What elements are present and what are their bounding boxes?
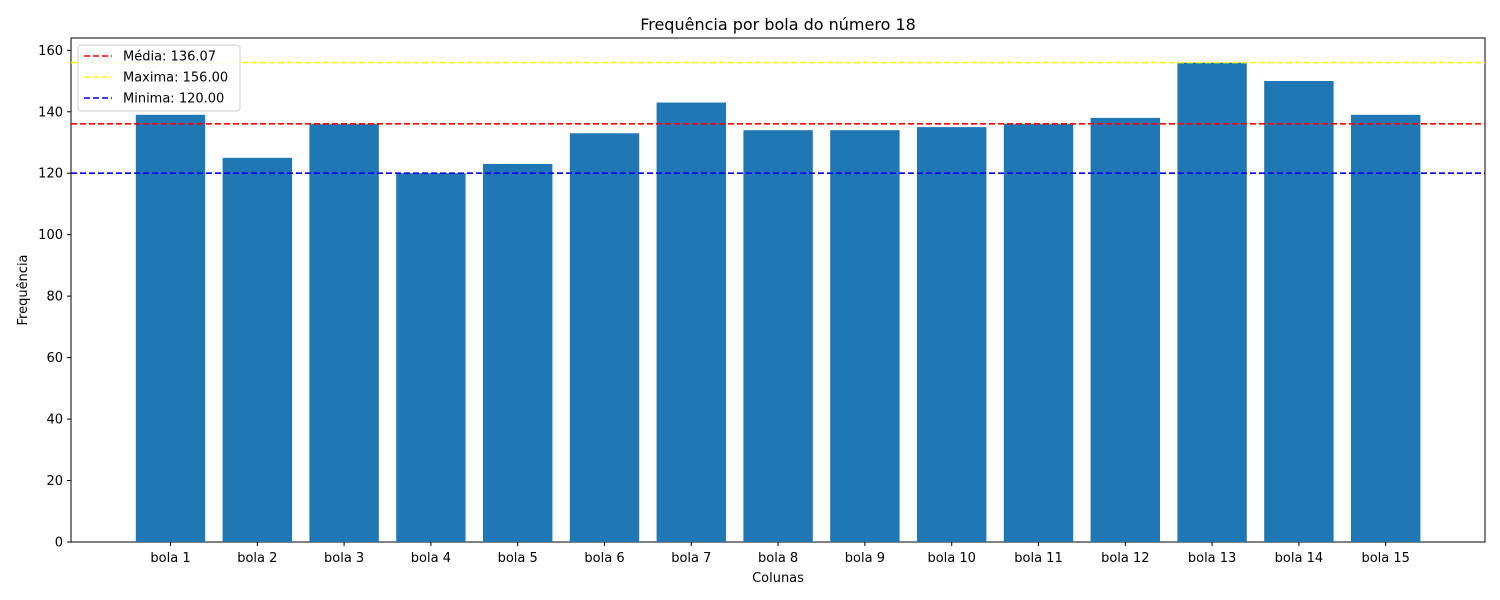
- y-axis-ticks: 0 20 40 60 80 100 120 140 160: [38, 44, 71, 551]
- x-axis-label: Colunas: [752, 571, 804, 586]
- bar-5: [483, 164, 553, 542]
- x-tick-label-7: bola 7: [671, 551, 711, 566]
- bar-13: [1177, 62, 1247, 543]
- bar-10: [917, 127, 987, 542]
- y-tick-label-6: 100: [38, 228, 63, 243]
- y-tick-label-8: 140: [38, 105, 63, 120]
- x-tick-label-5: bola 5: [498, 551, 538, 566]
- bars-group: [135, 62, 1421, 543]
- y-tick-label-5: 80: [46, 290, 63, 305]
- x-tick-label-14: bola 14: [1275, 551, 1323, 566]
- bar-3: [309, 124, 379, 543]
- y-tick-label-3: 40: [46, 413, 63, 428]
- x-tick-label-3: bola 3: [324, 551, 364, 566]
- legend-box: [77, 44, 241, 112]
- bar-4: [396, 173, 466, 542]
- x-tick-label-12: bola 12: [1101, 551, 1149, 566]
- y-axis-label: Frequência: [16, 254, 31, 325]
- legend-label-2: Maxima: 156.00: [123, 71, 228, 86]
- bar-11: [1003, 124, 1074, 543]
- x-tick-label-6: bola 6: [584, 551, 624, 566]
- x-tick-label-4: bola 4: [411, 551, 451, 566]
- y-tick-label-1: 0: [55, 536, 63, 551]
- x-tick-label-11: bola 11: [1014, 551, 1062, 566]
- bar-9: [830, 130, 900, 542]
- reference-lines-group: [71, 61, 1485, 175]
- x-tick-label-1: bola 1: [150, 551, 190, 566]
- x-tick-label-10: bola 10: [927, 551, 975, 566]
- y-tick-label-9: 160: [38, 44, 63, 59]
- bar-14: [1264, 81, 1334, 543]
- x-tick-label-2: bola 2: [237, 551, 277, 566]
- y-tick-label-7: 120: [38, 167, 63, 182]
- legend-label-3: Minima: 120.00: [123, 92, 224, 107]
- bar-6: [569, 133, 640, 542]
- bar-8: [743, 130, 813, 542]
- x-tick-label-15: bola 15: [1361, 551, 1409, 566]
- bar-7: [656, 102, 726, 542]
- y-tick-label-2: 20: [46, 474, 63, 489]
- bar-15: [1351, 114, 1421, 542]
- x-axis-ticks: bola 1 bola 2 bola 3 bola 4 bola 5 bola 6 bola…: [150, 542, 1410, 566]
- chart-title: Frequência por bola do número 18: [640, 15, 916, 34]
- legend: Média: 136.07 Maxima: 156.00 Minima: 120.0…: [77, 44, 241, 112]
- bar-2: [222, 157, 292, 543]
- bar-1: [135, 114, 206, 542]
- bar-12: [1090, 117, 1160, 542]
- y-tick-label-4: 60: [46, 351, 63, 366]
- x-tick-label-8: bola 8: [758, 551, 798, 566]
- x-tick-label-13: bola 13: [1188, 551, 1236, 566]
- legend-label-1: Média: 136.07: [123, 50, 216, 65]
- x-tick-label-9: bola 9: [845, 551, 885, 566]
